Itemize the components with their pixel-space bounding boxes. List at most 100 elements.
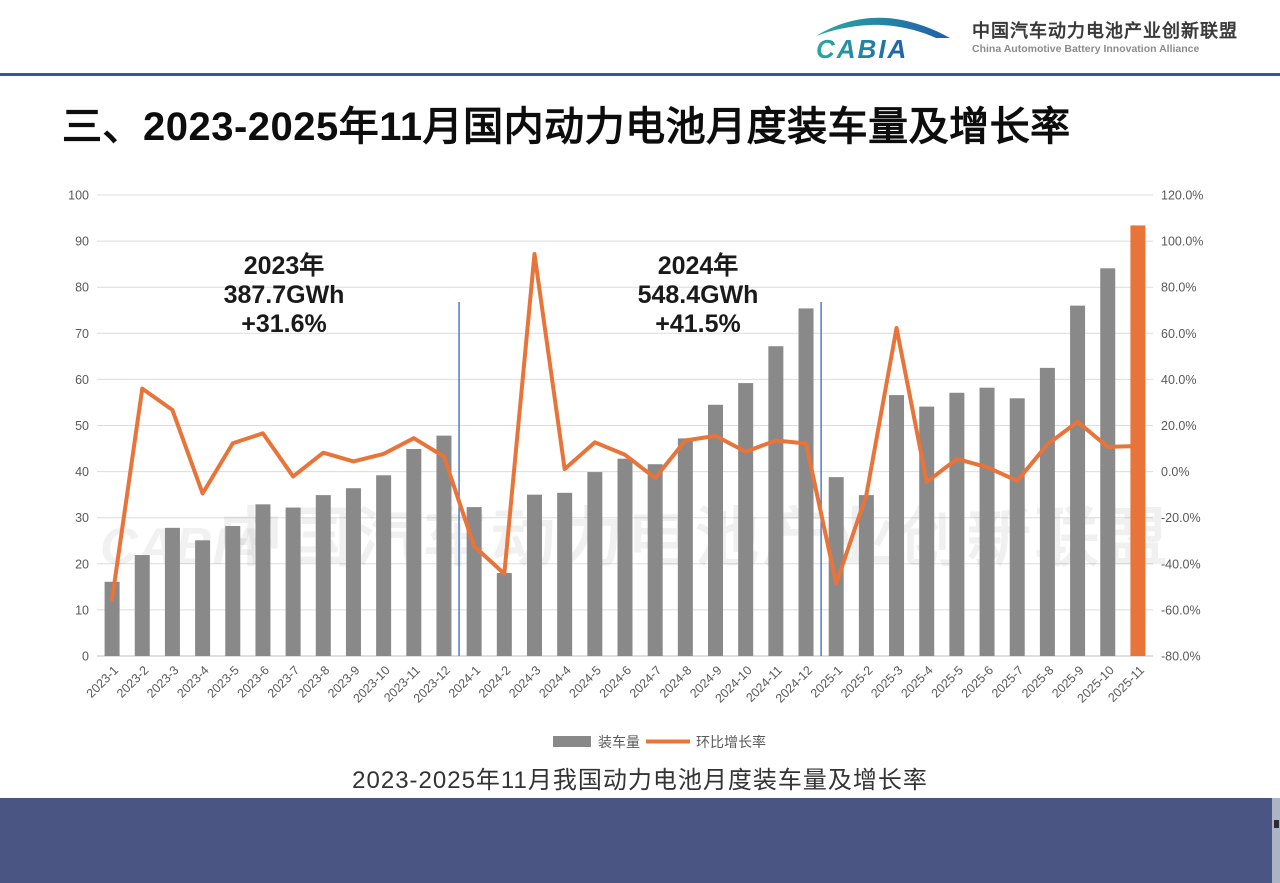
legend-bar-label: 装车量: [598, 734, 640, 750]
y-axis-label-left: 70: [75, 327, 89, 341]
y-axis-label-right: 120.0%: [1161, 189, 1203, 203]
y-axis-label-right: 80.0%: [1161, 281, 1196, 295]
bar-2024-4: [557, 492, 573, 656]
annotation-2023: 387.7GWh: [224, 281, 345, 309]
bar-2023-10: [376, 475, 392, 656]
bar-2023-6: [255, 504, 271, 656]
x-axis-label: 2025-4: [898, 663, 935, 700]
annotation-2024: 548.4GWh: [638, 281, 759, 309]
y-axis-label-left: 0: [82, 650, 89, 664]
bar-2024-11: [768, 346, 784, 656]
bar-2025-10: [1100, 268, 1116, 656]
bar-2025-8: [1039, 367, 1055, 656]
x-axis-label: 2024-2: [476, 663, 513, 700]
bar-2023-5: [225, 525, 241, 656]
x-axis-label: 2024-5: [567, 663, 604, 700]
x-axis-label: 2024-4: [536, 663, 573, 700]
bar-2025-3: [889, 395, 905, 656]
y-axis-label-right: 40.0%: [1161, 373, 1196, 387]
bar-2023-7: [285, 507, 301, 656]
x-axis-label: 2025-6: [959, 663, 996, 700]
car-swoosh-icon: CABIA: [816, 17, 950, 64]
bar-2025-2: [858, 495, 874, 656]
x-axis-label: 2023-5: [204, 663, 241, 700]
header: CABIA 中国汽车动力电池产业创新联盟 China Automotive Ba…: [808, 12, 1238, 64]
y-axis-label-left: 50: [75, 419, 89, 433]
x-axis-label: 2025-1: [808, 663, 845, 700]
bar-2023-11: [406, 449, 422, 656]
footer-edge: [1272, 798, 1280, 883]
annotation-2024: +41.5%: [655, 310, 741, 338]
bar-2024-9: [708, 404, 724, 656]
combo-chart: 0 10 20 30 40 50 60 70 80 90 100 -80.0% -60.0% -40.0%…: [68, 189, 1203, 751]
bar-2023-1: [104, 581, 120, 656]
x-axis-label: 2025-3: [868, 663, 905, 700]
y-axis-label-right: 100.0%: [1161, 235, 1203, 249]
bar-2023-2: [134, 555, 150, 656]
y-axis-label-right: -20.0%: [1161, 511, 1201, 525]
bar-2024-10: [738, 383, 754, 656]
x-axis-label: 2024-3: [506, 663, 543, 700]
x-axis-label: 2025-2: [838, 663, 875, 700]
x-axis-label: 2023-2: [114, 663, 151, 700]
x-axis-label: 2023-8: [295, 663, 332, 700]
bar-2025-11: [1130, 225, 1146, 656]
chart-area: 0 10 20 30 40 50 60 70 80 90 100 -80.0% -60.0% -40.0%…: [0, 182, 1280, 757]
bar-2025-4: [919, 406, 935, 656]
bar-2024-3: [526, 494, 542, 656]
annotation-2023: 2023年: [244, 251, 325, 280]
page-number-notch: [1274, 820, 1279, 828]
y-axis-label-right: -40.0%: [1161, 557, 1201, 571]
bar-2024-12: [798, 308, 814, 656]
x-axis-label: 2024-1: [446, 663, 483, 700]
y-axis-label-right: -80.0%: [1161, 650, 1201, 664]
x-axis-label: 2023-1: [84, 663, 121, 700]
bar-2023-3: [164, 527, 180, 656]
y-axis-label-left: 90: [75, 235, 89, 249]
x-axis-label: 2024-7: [627, 663, 664, 700]
bar-2024-7: [647, 464, 663, 656]
org-name-en: China Automotive Battery Innovation Alli…: [972, 43, 1200, 55]
chart-caption: 2023-2025年11月我国动力电池月度装车量及增长率: [352, 767, 928, 794]
y-axis-label-left: 80: [75, 281, 89, 295]
bar-2024-8: [677, 438, 693, 656]
y-axis-label-right: 60.0%: [1161, 327, 1196, 341]
y-axis-label-right: 0.0%: [1161, 465, 1190, 479]
bar-2023-8: [315, 495, 331, 656]
cabia-logo-text: CABIA: [816, 34, 908, 64]
legend-line-label: 环比增长率: [696, 734, 766, 750]
x-axis-label: 2025-8: [1019, 663, 1056, 700]
x-axis-label: 2024-8: [657, 663, 694, 700]
cabia-logo: CABIA: [808, 12, 958, 64]
org-names: 中国汽车动力电池产业创新联盟 China Automotive Battery …: [972, 20, 1238, 56]
annotation-2023: +31.6%: [241, 310, 327, 338]
bar-2024-2: [496, 573, 512, 656]
x-axis-label: 2025-7: [989, 663, 1026, 700]
bar-2025-1: [828, 477, 844, 656]
y-axis-label-left: 20: [75, 557, 89, 571]
y-axis-label-left: 40: [75, 465, 89, 479]
growth-rate-line: [110, 252, 1140, 602]
y-axis-label-right: 20.0%: [1161, 419, 1196, 433]
bar-2024-6: [617, 458, 633, 656]
y-axis-label-left: 100: [68, 189, 89, 203]
bar-2025-5: [949, 392, 965, 656]
org-name-cn: 中国汽车动力电池产业创新联盟: [972, 21, 1238, 41]
bar-2024-5: [587, 472, 603, 656]
footer-bar: [0, 798, 1272, 883]
bar-2024-1: [466, 507, 482, 656]
bar-2023-12: [436, 435, 452, 656]
x-axis-label: 2023-3: [144, 663, 181, 700]
y-axis-label-left: 10: [75, 603, 89, 617]
legend-bar-swatch: [553, 736, 591, 747]
bar-2023-9: [345, 488, 361, 656]
header-rule: [0, 73, 1280, 76]
x-axis-label: 2023-6: [235, 663, 272, 700]
annotation-2024: 2024年: [658, 251, 739, 280]
bar-2025-9: [1070, 305, 1086, 656]
bar-2023-4: [195, 540, 211, 656]
page-title: 三、2023-2025年11月国内动力电池月度装车量及增长率: [62, 105, 1071, 149]
y-axis-label-left: 60: [75, 373, 89, 387]
y-axis-label-left: 30: [75, 511, 89, 525]
x-axis-label: 2025-5: [929, 663, 966, 700]
